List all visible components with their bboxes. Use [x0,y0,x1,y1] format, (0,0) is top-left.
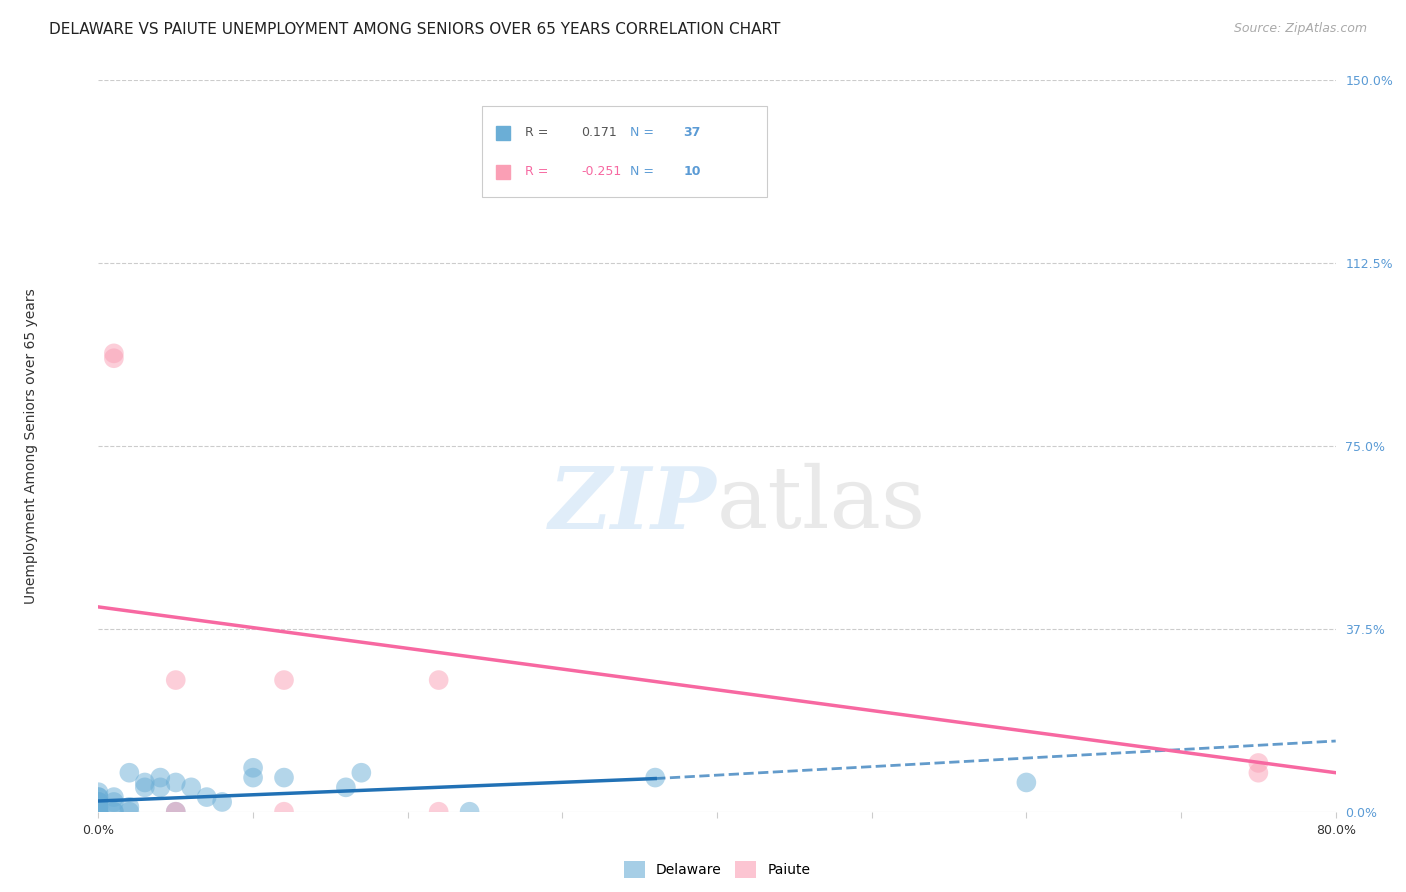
Point [87,805,110,819]
Legend: Delaware, Paiute: Delaware, Paiute [624,861,810,878]
Point [103,795,125,809]
Text: R =: R = [526,165,548,178]
Text: Source: ZipAtlas.com: Source: ZipAtlas.com [1233,22,1367,36]
Point [1015,775,1038,789]
Point [103,346,125,360]
Point [211,795,233,809]
Point [149,780,172,795]
Point [242,761,264,775]
Point [273,673,295,687]
Point [1247,765,1270,780]
Point [118,800,141,814]
Point [134,775,156,789]
Point [118,805,141,819]
Point [350,765,373,780]
Point [118,765,141,780]
Point [87,790,110,805]
Point [103,790,125,805]
Point [87,785,110,799]
Text: ZIP: ZIP [550,463,717,546]
Point [165,805,187,819]
Point [87,805,110,819]
Text: 10: 10 [683,165,702,178]
Point [165,673,187,687]
Text: atlas: atlas [717,463,927,546]
Text: 0.171: 0.171 [581,127,617,139]
Point [87,800,110,814]
Text: DELAWARE VS PAIUTE UNEMPLOYMENT AMONG SENIORS OVER 65 YEARS CORRELATION CHART: DELAWARE VS PAIUTE UNEMPLOYMENT AMONG SE… [49,22,780,37]
Point [180,780,202,795]
Point [87,795,110,809]
FancyBboxPatch shape [482,106,766,197]
Text: -0.251: -0.251 [581,165,621,178]
Text: N =: N = [630,127,654,139]
Point [87,795,110,809]
Point [427,805,450,819]
Point [195,790,218,805]
Point [87,805,110,819]
Text: 37: 37 [683,127,702,139]
Text: Unemployment Among Seniors over 65 years: Unemployment Among Seniors over 65 years [24,288,38,604]
Text: R =: R = [526,127,548,139]
Point [87,805,110,819]
Point [149,771,172,785]
Point [103,805,125,819]
Point [87,790,110,805]
Point [427,673,450,687]
Text: N =: N = [630,165,654,178]
Point [458,805,481,819]
Point [1247,756,1270,770]
Point [242,771,264,785]
Point [87,800,110,814]
Point [87,795,110,809]
Point [273,805,295,819]
Point [165,805,187,819]
Point [273,771,295,785]
Point [644,771,666,785]
Point [87,805,110,819]
Point [103,351,125,366]
Point [165,775,187,789]
Point [335,780,357,795]
Point [103,805,125,819]
Point [134,780,156,795]
